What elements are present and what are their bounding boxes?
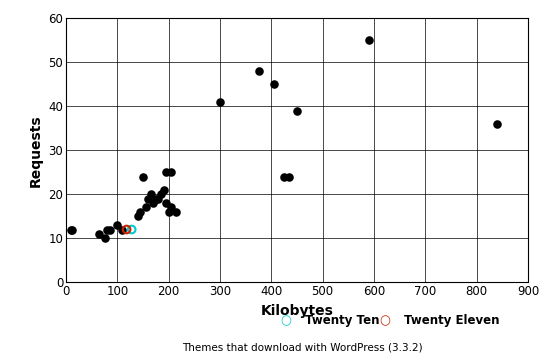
Point xyxy=(167,205,175,210)
Point xyxy=(154,196,163,202)
Point xyxy=(164,209,173,215)
Point xyxy=(280,174,289,180)
Point xyxy=(159,187,168,193)
Point xyxy=(134,214,142,219)
Point xyxy=(157,191,166,197)
Point xyxy=(149,200,158,206)
Point xyxy=(172,209,181,215)
Point xyxy=(141,205,150,210)
Text: ○: ○ xyxy=(280,314,292,327)
Point xyxy=(365,37,373,43)
Point xyxy=(162,200,170,206)
Point xyxy=(122,227,131,232)
Point xyxy=(118,227,127,232)
Point xyxy=(162,169,170,175)
Point xyxy=(113,222,122,228)
Point xyxy=(105,227,114,232)
Y-axis label: Requests: Requests xyxy=(29,114,43,186)
Text: Twenty Ten: Twenty Ten xyxy=(305,314,379,327)
Text: Twenty Eleven: Twenty Eleven xyxy=(404,314,500,327)
Point xyxy=(103,227,112,232)
Point xyxy=(95,231,104,237)
Point xyxy=(144,196,152,202)
Point xyxy=(254,68,263,74)
Point xyxy=(216,99,224,105)
Point xyxy=(151,196,160,202)
Point xyxy=(139,174,147,180)
Text: Themes that download with WordPress (3.3.2): Themes that download with WordPress (3.3… xyxy=(182,342,423,353)
Point xyxy=(136,209,145,215)
Point xyxy=(167,169,175,175)
Point xyxy=(270,81,278,87)
X-axis label: Kilobytes: Kilobytes xyxy=(261,304,333,318)
Point xyxy=(68,227,76,232)
Point xyxy=(285,174,294,180)
Point xyxy=(67,227,75,232)
Point xyxy=(100,235,109,241)
Point xyxy=(293,108,301,114)
Point xyxy=(146,191,155,197)
Point xyxy=(493,121,502,127)
Point xyxy=(127,227,136,232)
Text: ○: ○ xyxy=(379,314,390,327)
